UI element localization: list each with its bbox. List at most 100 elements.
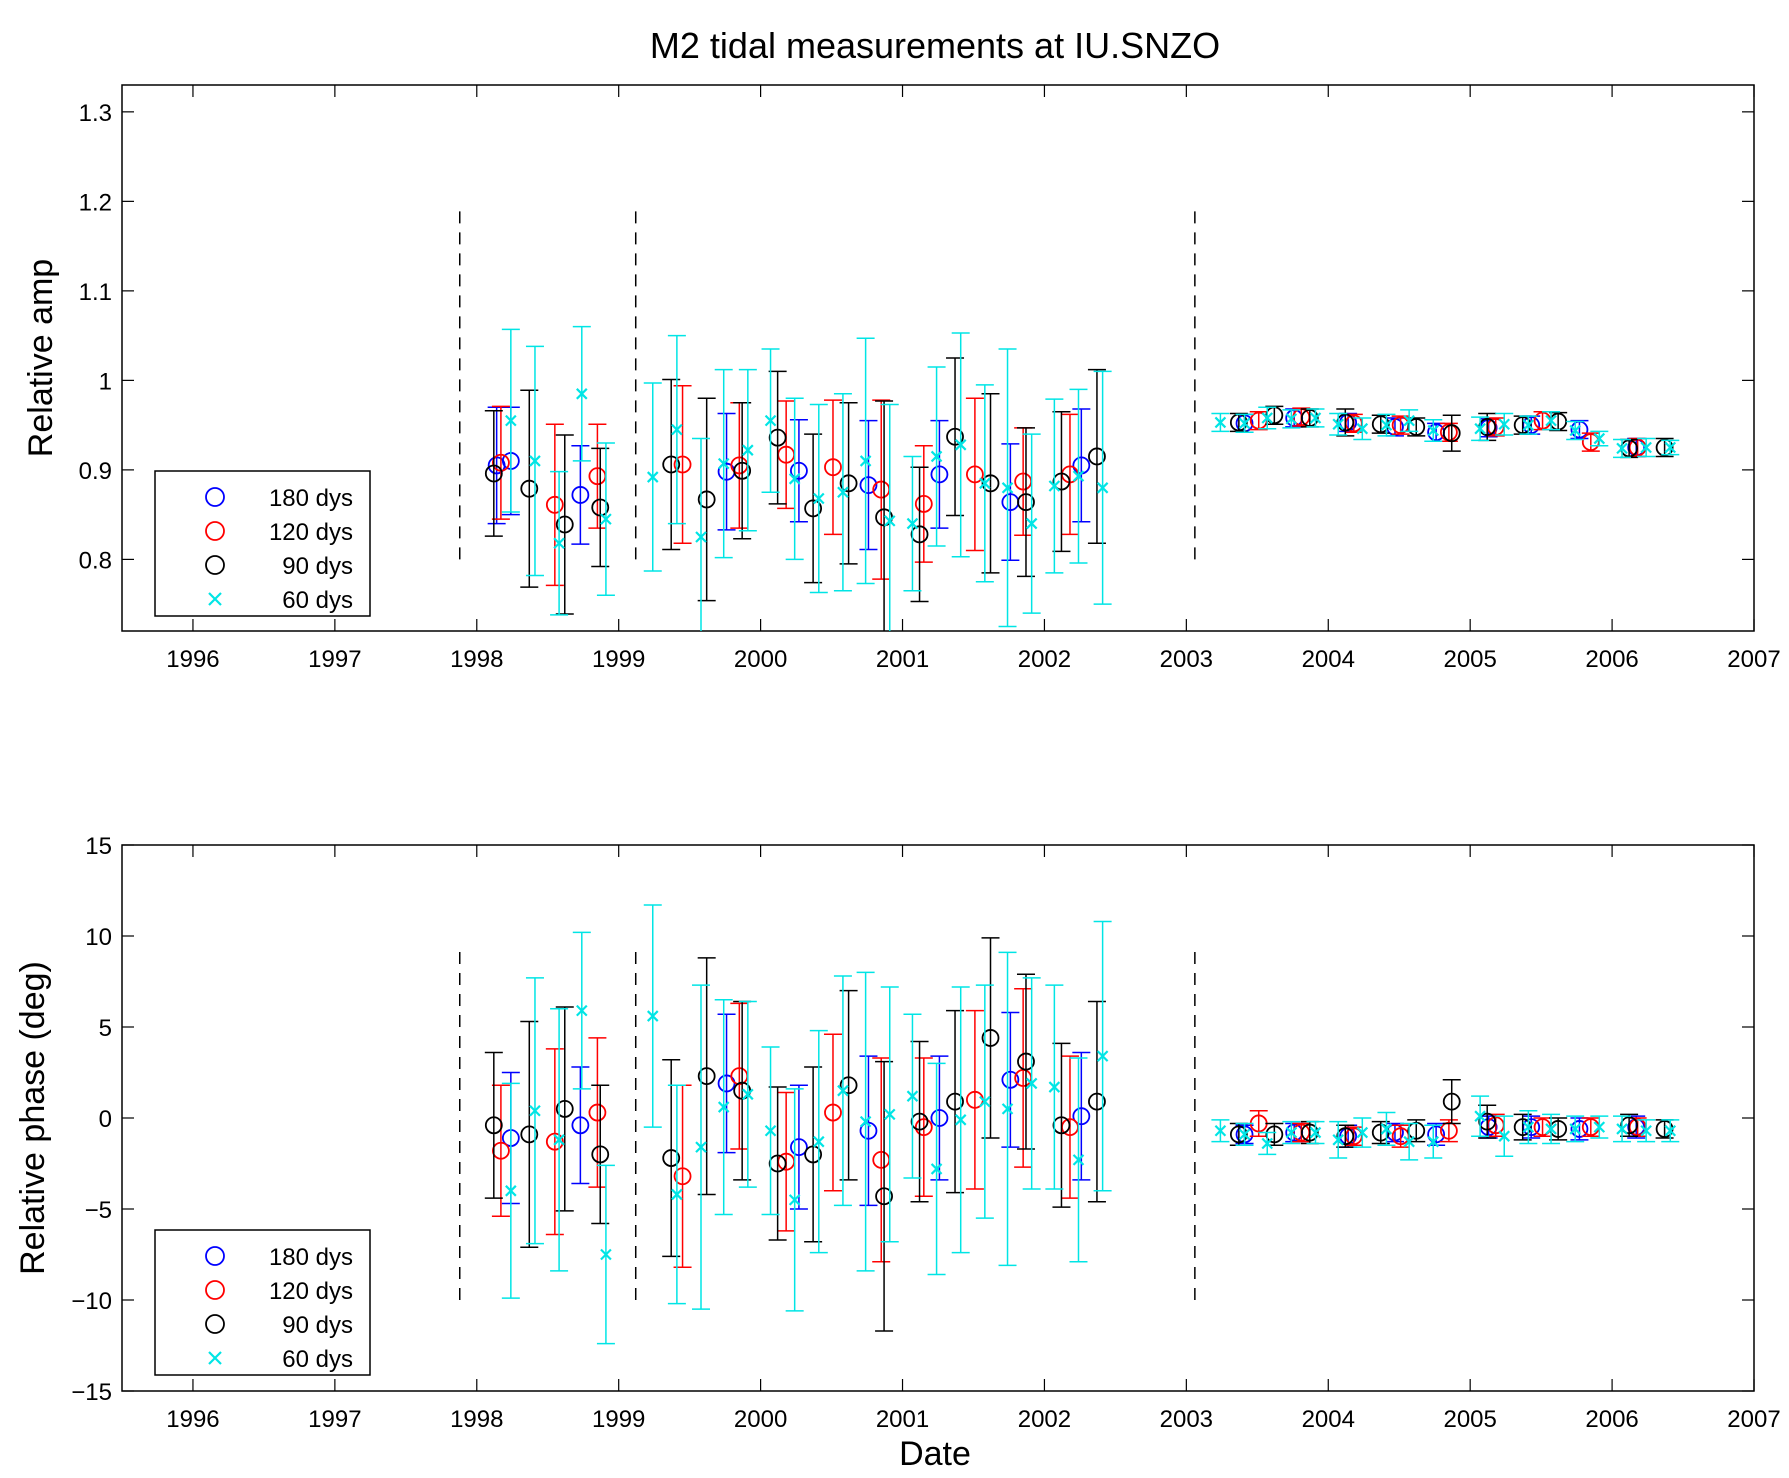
data-point-x xyxy=(1309,1126,1322,1139)
x-tick-label: 2000 xyxy=(734,1406,787,1433)
data-point-circle xyxy=(555,515,574,534)
x-tick-label: 1996 xyxy=(166,1406,219,1433)
data-point-x xyxy=(553,537,565,550)
data-point-circle xyxy=(1513,416,1532,435)
data-point-x xyxy=(695,1141,707,1153)
data-point-circle xyxy=(930,1109,949,1127)
x-tick-label: 2007 xyxy=(1727,1406,1780,1433)
x-tick-label: 2002 xyxy=(1018,646,1071,673)
data-point-x xyxy=(646,471,659,483)
data-point-x xyxy=(954,1114,967,1126)
data-point-x xyxy=(906,1090,919,1102)
data-point-x xyxy=(954,439,967,451)
data-point-x xyxy=(1403,414,1415,427)
y-tick-label: −10 xyxy=(71,1288,112,1315)
data-point-x xyxy=(529,455,541,467)
x-tick-label: 2006 xyxy=(1585,1406,1638,1433)
data-point-circle xyxy=(1513,1118,1532,1136)
data-point-circle xyxy=(1088,1092,1106,1111)
amp-y-ticks: 0.8 0.9 1 1.1 1.2 1.3 xyxy=(79,100,1754,574)
y-tick-label: 1.2 xyxy=(79,189,112,216)
data-point-x xyxy=(646,1010,659,1022)
data-point-circle xyxy=(1478,1112,1497,1131)
data-point-circle xyxy=(965,465,984,484)
data-point-x xyxy=(979,1095,991,1108)
y-tick-label: 1.1 xyxy=(79,279,112,306)
data-point-circle xyxy=(824,1103,842,1122)
data-point-circle xyxy=(571,1116,590,1135)
data-point-x xyxy=(764,414,777,427)
x-tick-label: 2006 xyxy=(1585,646,1638,673)
data-point-x xyxy=(717,1101,730,1113)
data-point-circle xyxy=(1300,1123,1319,1142)
data-point-circle xyxy=(697,1067,716,1086)
data-point-circle xyxy=(981,474,1000,493)
data-point-circle xyxy=(673,1167,692,1186)
legend-marker-circle xyxy=(205,521,225,541)
data-point-circle xyxy=(1407,418,1426,436)
x-tick-label: 2003 xyxy=(1160,1406,1213,1433)
amp-axes-frame xyxy=(121,84,1755,632)
data-point-x xyxy=(979,477,991,490)
amp-y-axis-label: Relative amp xyxy=(22,259,60,457)
data-point-x xyxy=(742,444,754,456)
amp-dashed-lines xyxy=(459,210,1196,560)
x-tick-label: 2003 xyxy=(1160,646,1213,673)
data-point-x xyxy=(1545,1123,1557,1135)
data-point-x xyxy=(1238,417,1251,430)
legend-label: 180 dys xyxy=(269,1244,353,1271)
y-tick-label: 1 xyxy=(99,368,112,395)
phase-x-ticks: 1996 1997 1998 1999 2000 2001 2002 2003 2004 2005… xyxy=(166,845,1781,1433)
data-point-circle xyxy=(484,464,503,483)
data-point-x xyxy=(837,1084,849,1097)
data-point-circle xyxy=(768,428,787,447)
data-point-x xyxy=(1593,432,1606,445)
x-tick-label: 1999 xyxy=(592,646,645,673)
data-point-circle xyxy=(571,486,590,504)
x-tick-label: 2007 xyxy=(1727,646,1780,673)
data-point-x xyxy=(788,473,801,485)
data-point-x xyxy=(1427,1135,1440,1148)
x-tick-label: 1999 xyxy=(592,1406,645,1433)
data-point-x xyxy=(671,1188,683,1201)
data-point-x xyxy=(1380,1123,1393,1135)
data-point-circle xyxy=(1620,1116,1639,1135)
data-point-x xyxy=(1072,1154,1085,1166)
data-point-x xyxy=(859,455,872,467)
data-point-circle xyxy=(492,1141,510,1160)
y-tick-label: 0 xyxy=(99,1106,112,1133)
x-tick-label: 2004 xyxy=(1302,1406,1355,1433)
data-point-circle xyxy=(1442,424,1461,443)
data-point-x xyxy=(1522,1121,1535,1133)
data-point-x xyxy=(1569,1123,1581,1135)
chart-title: M2 tidal measurements at IU.SNZO xyxy=(650,25,1220,66)
data-point-circle xyxy=(545,1132,564,1151)
data-point-x xyxy=(576,1004,588,1017)
data-point-circle xyxy=(839,474,858,493)
data-point-x xyxy=(671,423,683,436)
data-point-x xyxy=(1427,424,1440,437)
data-point-circle xyxy=(1001,1070,1020,1089)
data-point-x xyxy=(1261,1137,1274,1150)
data-point-x xyxy=(695,531,707,543)
legend-marker-circle xyxy=(205,1246,225,1266)
data-point-circle xyxy=(946,427,964,446)
amp-panel: Relative amp 1996 1997 1998 1999 2000 2001 200… xyxy=(22,84,1781,673)
data-point-circle xyxy=(859,476,878,495)
legend-label: 90 dys xyxy=(282,553,353,580)
phase-y-ticks: −15 −10 −5 0 5 10 15 xyxy=(71,833,1754,1406)
data-point-circle xyxy=(804,1145,823,1164)
legend-label: 90 dys xyxy=(282,1312,353,1339)
phase-legend-box xyxy=(154,1229,371,1376)
data-point-circle xyxy=(910,525,929,544)
legend-marker-x xyxy=(208,1351,222,1365)
data-point-x xyxy=(1332,1134,1344,1146)
data-point-x xyxy=(1616,1123,1628,1135)
data-point-x xyxy=(1001,1103,1014,1115)
legend-label: 60 dys xyxy=(282,587,353,614)
data-point-x xyxy=(813,1135,825,1148)
data-point-circle xyxy=(790,1138,808,1157)
data-point-circle xyxy=(1072,1107,1091,1126)
amp-legend-box xyxy=(154,470,371,617)
amp-data-marks xyxy=(484,325,1680,631)
